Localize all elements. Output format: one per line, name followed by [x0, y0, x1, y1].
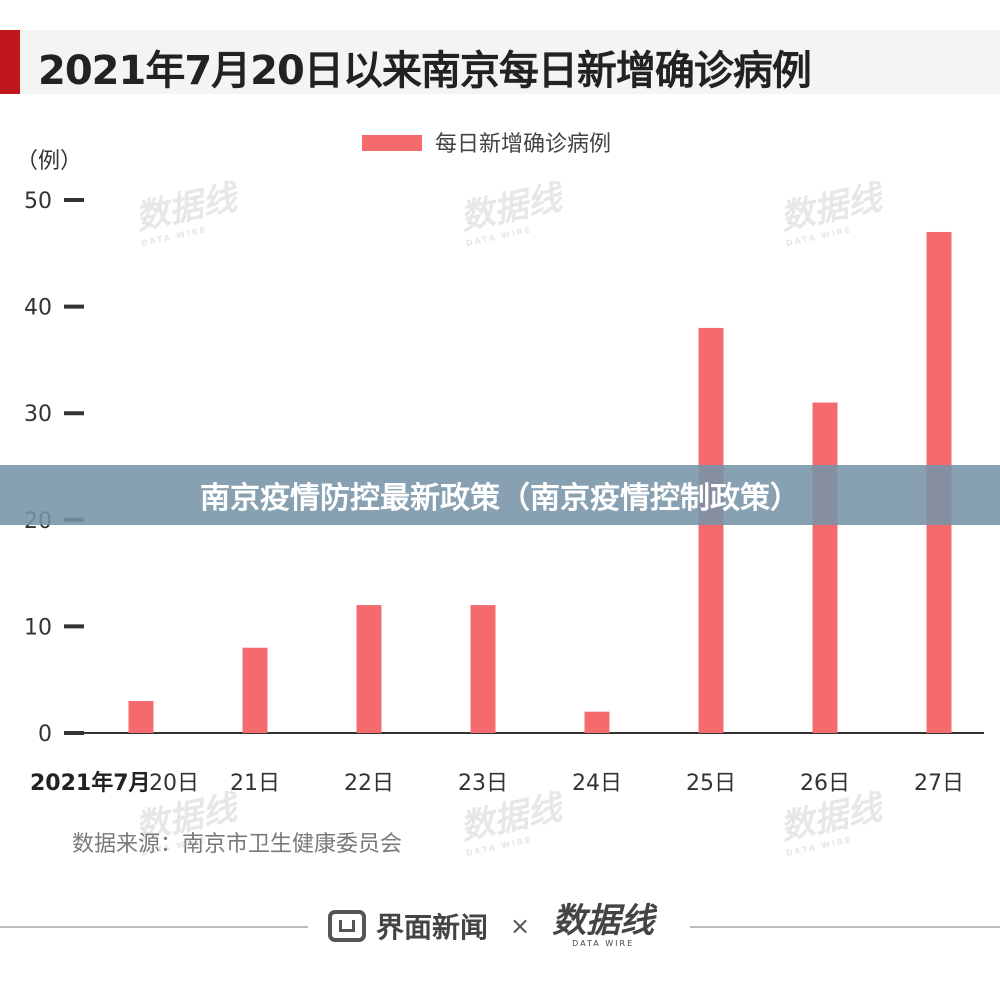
separator-icon: × [510, 912, 531, 940]
footer-logos: 界面新闻 × 数据线 DATA WIRE [328, 904, 654, 948]
bar [584, 711, 610, 733]
y-axis-label: （例） [16, 149, 82, 174]
bar [698, 327, 724, 733]
x-tick-label: 24日 [572, 771, 622, 796]
title-accent [0, 30, 20, 94]
y-tick-label: 10 [24, 615, 52, 640]
x-axis: 2021年7月 20日 21日 22日 23日 24日 25日 26日 27日 [30, 770, 964, 796]
bar [128, 701, 154, 733]
bar [812, 402, 838, 733]
legend-swatch [362, 135, 422, 151]
x-tick-label: 20日 [149, 771, 199, 796]
x-tick-label: 23日 [458, 771, 508, 796]
source-note: 数据来源：南京市卫生健康委员会 [72, 832, 403, 857]
x-tick-label: 27日 [914, 771, 964, 796]
y-tick-label: 40 [24, 296, 52, 321]
footer-divider-right [690, 926, 1000, 928]
x-axis-prefix: 2021年7月 [30, 770, 151, 796]
chart-legend: 每日新增确诊病例 [362, 132, 611, 157]
chart-title: 2021年7月20日以来南京每日新增确诊病例 [38, 48, 812, 94]
datawire-logo: 数据线 DATA WIRE [552, 904, 654, 948]
y-tick-label: 0 [38, 722, 52, 747]
footer-divider-left [0, 926, 308, 928]
partner-b-name: 数据线 [552, 901, 655, 941]
partner-b-subtitle: DATA WIRE [572, 939, 635, 948]
bar [242, 647, 268, 733]
y-tick-label: 30 [24, 402, 52, 427]
jiemian-logo-icon [328, 910, 366, 942]
overlay-banner: 南京疫情防控最新政策（南京疫情控制政策） [0, 465, 1000, 525]
partner-a-name: 界面新闻 [376, 911, 489, 944]
banner-text: 南京疫情防控最新政策（南京疫情控制政策） [200, 481, 800, 516]
bar [470, 605, 496, 733]
bar [356, 605, 382, 733]
x-tick-label: 25日 [686, 771, 736, 796]
x-tick-label: 22日 [344, 771, 394, 796]
y-tick-label: 50 [24, 189, 52, 214]
title-bar [0, 30, 1000, 94]
x-tick-label: 26日 [800, 771, 850, 796]
x-tick-label: 21日 [230, 771, 280, 796]
legend-label: 每日新增确诊病例 [435, 132, 611, 157]
